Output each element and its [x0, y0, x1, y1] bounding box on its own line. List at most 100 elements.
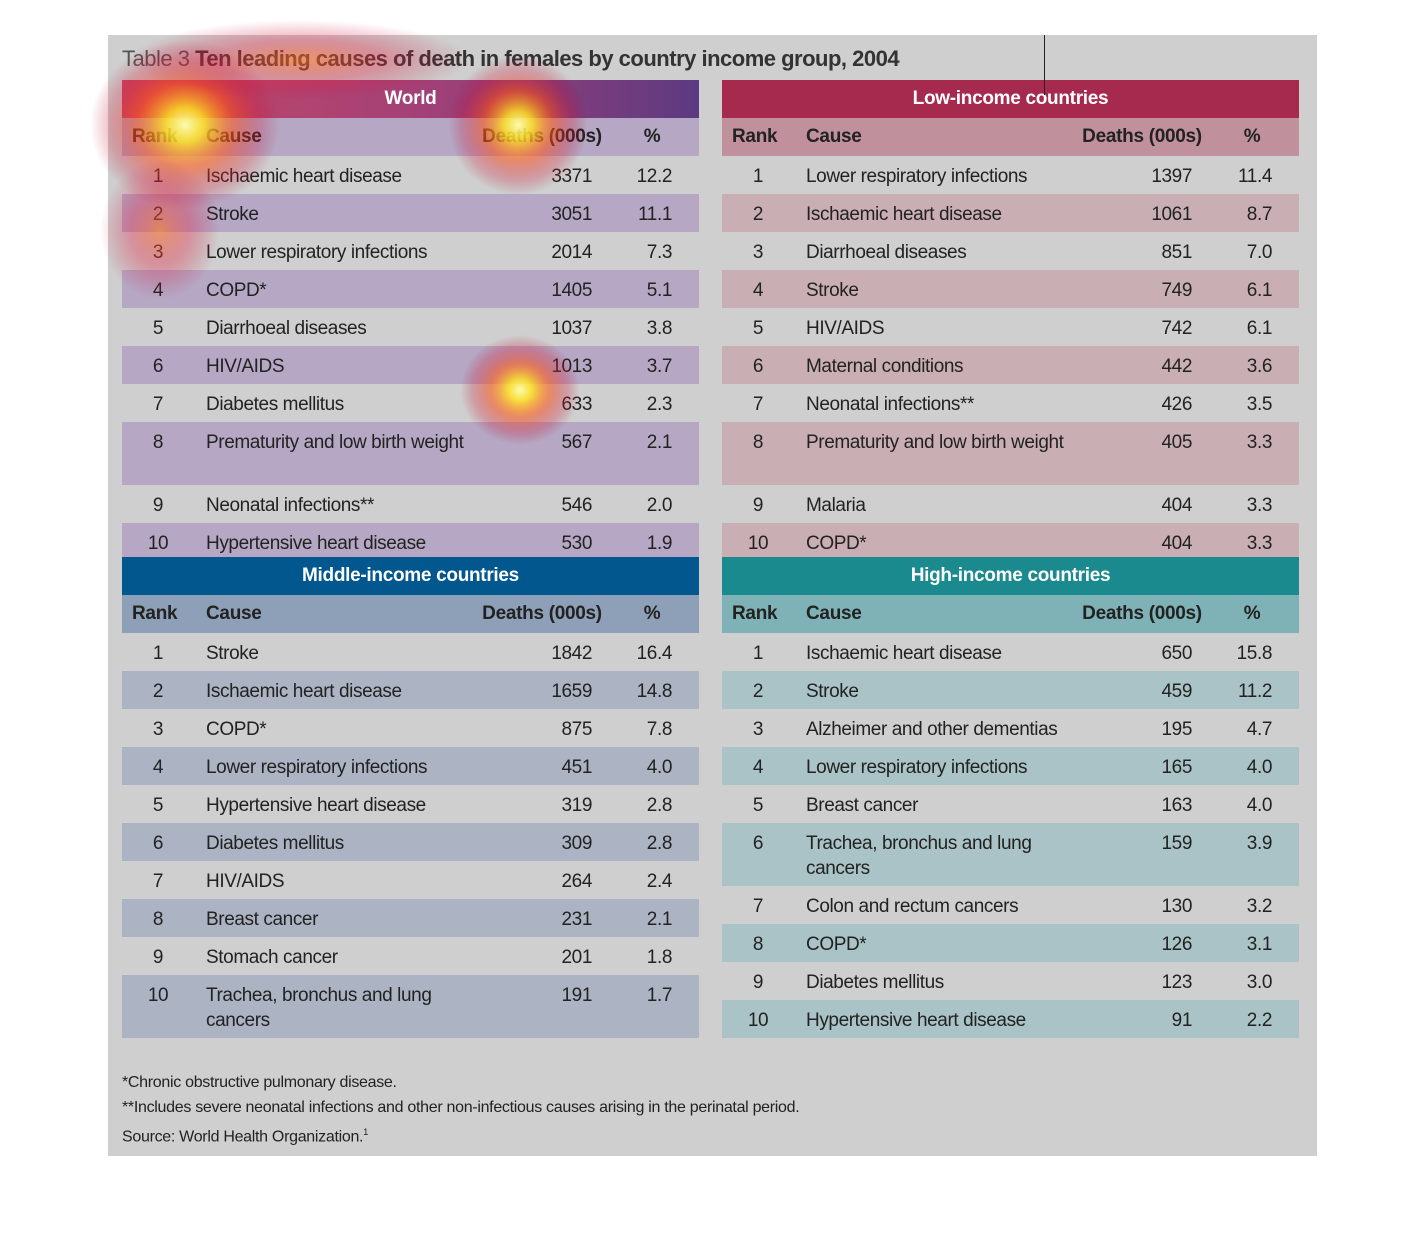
table-row: 1 Ischaemic heart disease 3371 12.2	[122, 156, 699, 194]
table-row: 1 Lower respiratory infections 1397 11.4	[722, 156, 1299, 194]
cause-cell: HIV/AIDS	[806, 318, 885, 339]
percent-cell: 14.8	[636, 681, 673, 702]
cause-cell: Alzheimer and other dementias	[806, 719, 1058, 740]
percent-cell: 2.0	[646, 495, 673, 516]
percent-cell: 1.7	[646, 985, 673, 1006]
rank-cell: 5	[152, 318, 164, 339]
percent-cell: 4.0	[646, 757, 673, 778]
deaths-cell: 426	[1161, 394, 1192, 415]
world-table: World Rank Cause Deaths (000s) % 1 Ischae…	[122, 80, 699, 561]
cause-cell: Diarrhoeal diseases	[206, 318, 367, 339]
percent-cell: 3.7	[646, 356, 673, 377]
table-body: 1 Ischaemic heart disease 3371 12.2 2 Stroke 3…	[122, 156, 699, 561]
rank-cell: 5	[752, 795, 764, 816]
percent-cell: 4.7	[1246, 719, 1273, 740]
rank-cell: 7	[752, 394, 764, 415]
percent-cell: 3.8	[646, 318, 673, 339]
column-headers: Rank Cause Deaths (000s) %	[122, 595, 699, 633]
percent-cell: 16.4	[636, 643, 673, 664]
deaths-cell: 404	[1161, 533, 1192, 554]
cause-cell: Hypertensive heart disease	[806, 1010, 1026, 1031]
percent-cell: 15.8	[1236, 643, 1273, 664]
table-row: 8 Prematurity and low birth weight 567 2.1	[122, 422, 699, 485]
col-deaths: Deaths (000s)	[482, 126, 602, 147]
deaths-cell: 749	[1161, 280, 1192, 301]
table-body: 1 Ischaemic heart disease 650 15.8 2 Stroke 45…	[722, 633, 1299, 1038]
percent-cell: 3.3	[1246, 533, 1273, 554]
cause-cell: Breast cancer	[206, 909, 319, 930]
table-panel: Table 3 Ten leading causes of death in f…	[108, 35, 1317, 1156]
col-pct: %	[643, 126, 661, 147]
cause-cell: Neonatal infections**	[806, 394, 974, 415]
col-rank: Rank	[732, 603, 778, 624]
deaths-cell: 459	[1161, 681, 1192, 702]
deaths-cell: 742	[1161, 318, 1192, 339]
deaths-cell: 851	[1161, 242, 1192, 263]
deaths-cell: 650	[1161, 643, 1192, 664]
high-income-table: High-income countries Rank Cause Deaths …	[722, 557, 1299, 1038]
deaths-cell: 91	[1171, 1010, 1193, 1031]
middle-income-table: Middle-income countries Rank Cause Death…	[122, 557, 699, 1038]
percent-cell: 2.1	[646, 909, 673, 930]
rank-cell: 2	[152, 681, 164, 702]
table-row: 5 Hypertensive heart disease 319 2.8	[122, 785, 699, 823]
table-row: 4 COPD* 1405 5.1	[122, 270, 699, 308]
col-deaths: Deaths (000s)	[1082, 126, 1202, 147]
table-row: 10 COPD* 404 3.3	[722, 523, 1299, 561]
cause-cell: COPD*	[206, 280, 267, 301]
source-text: Source: World Health Organization.	[122, 1128, 364, 1146]
table-row: 8 Breast cancer 231 2.1	[122, 899, 699, 937]
deaths-cell: 264	[561, 871, 592, 892]
rank-cell: 5	[752, 318, 764, 339]
percent-cell: 6.1	[1246, 280, 1273, 301]
cause-cell: Trachea, bronchus and lung cancers	[206, 985, 432, 1031]
table-row: 7 Diabetes mellitus 633 2.3	[122, 384, 699, 422]
table-row: 6 HIV/AIDS 1013 3.7	[122, 346, 699, 384]
deaths-cell: 1405	[551, 280, 592, 301]
deaths-cell: 1659	[551, 681, 592, 702]
cause-cell: Ischaemic heart disease	[806, 204, 1002, 225]
cause-cell: Trachea, bronchus and lung cancers	[806, 833, 1032, 879]
deaths-cell: 404	[1161, 495, 1192, 516]
percent-cell: 6.1	[1246, 318, 1273, 339]
deaths-cell: 546	[561, 495, 592, 516]
percent-cell: 2.8	[646, 795, 673, 816]
table-row: 9 Malaria 404 3.3	[722, 485, 1299, 523]
table-row: 3 Lower respiratory infections 2014 7.3	[122, 232, 699, 270]
table-row: 4 Stroke 749 6.1	[722, 270, 1299, 308]
deaths-cell: 191	[561, 985, 592, 1006]
percent-cell: 1.8	[646, 947, 673, 968]
deaths-cell: 567	[561, 432, 592, 453]
deaths-cell: 163	[1161, 795, 1192, 816]
table-row: 9 Diabetes mellitus 123 3.0	[722, 962, 1299, 1000]
table-row: 9 Neonatal infections** 546 2.0	[122, 485, 699, 523]
rank-cell: 9	[752, 972, 764, 993]
rank-cell: 3	[752, 719, 764, 740]
column-headers: Rank Cause Deaths (000s) %	[722, 595, 1299, 633]
col-cause: Cause	[206, 126, 262, 147]
col-rank: Rank	[132, 603, 178, 624]
col-rank: Rank	[732, 126, 778, 147]
deaths-cell: 123	[1161, 972, 1192, 993]
rank-cell: 3	[752, 242, 764, 263]
table-title: Table 3 Ten leading causes of death in f…	[122, 46, 900, 72]
rank-cell: 8	[152, 909, 164, 930]
percent-cell: 7.0	[1246, 242, 1273, 263]
rank-cell: 8	[752, 432, 764, 453]
col-pct: %	[1243, 603, 1261, 624]
cause-cell: Diabetes mellitus	[206, 833, 344, 854]
col-cause: Cause	[206, 603, 262, 624]
deaths-cell: 451	[561, 757, 592, 778]
table-row: 1 Stroke 1842 16.4	[122, 633, 699, 671]
rank-cell: 6	[152, 356, 164, 377]
table-heading: World	[122, 80, 699, 118]
rank-cell: 9	[752, 495, 764, 516]
table-row: 4 Lower respiratory infections 165 4.0	[722, 747, 1299, 785]
table-row: 2 Stroke 3051 11.1	[122, 194, 699, 232]
deaths-cell: 1037	[551, 318, 592, 339]
deaths-cell: 130	[1161, 896, 1192, 917]
cause-cell: Prematurity and low birth weight	[806, 432, 1064, 453]
col-deaths: Deaths (000s)	[482, 603, 602, 624]
percent-cell: 7.3	[646, 242, 673, 263]
rank-cell: 10	[147, 533, 169, 554]
